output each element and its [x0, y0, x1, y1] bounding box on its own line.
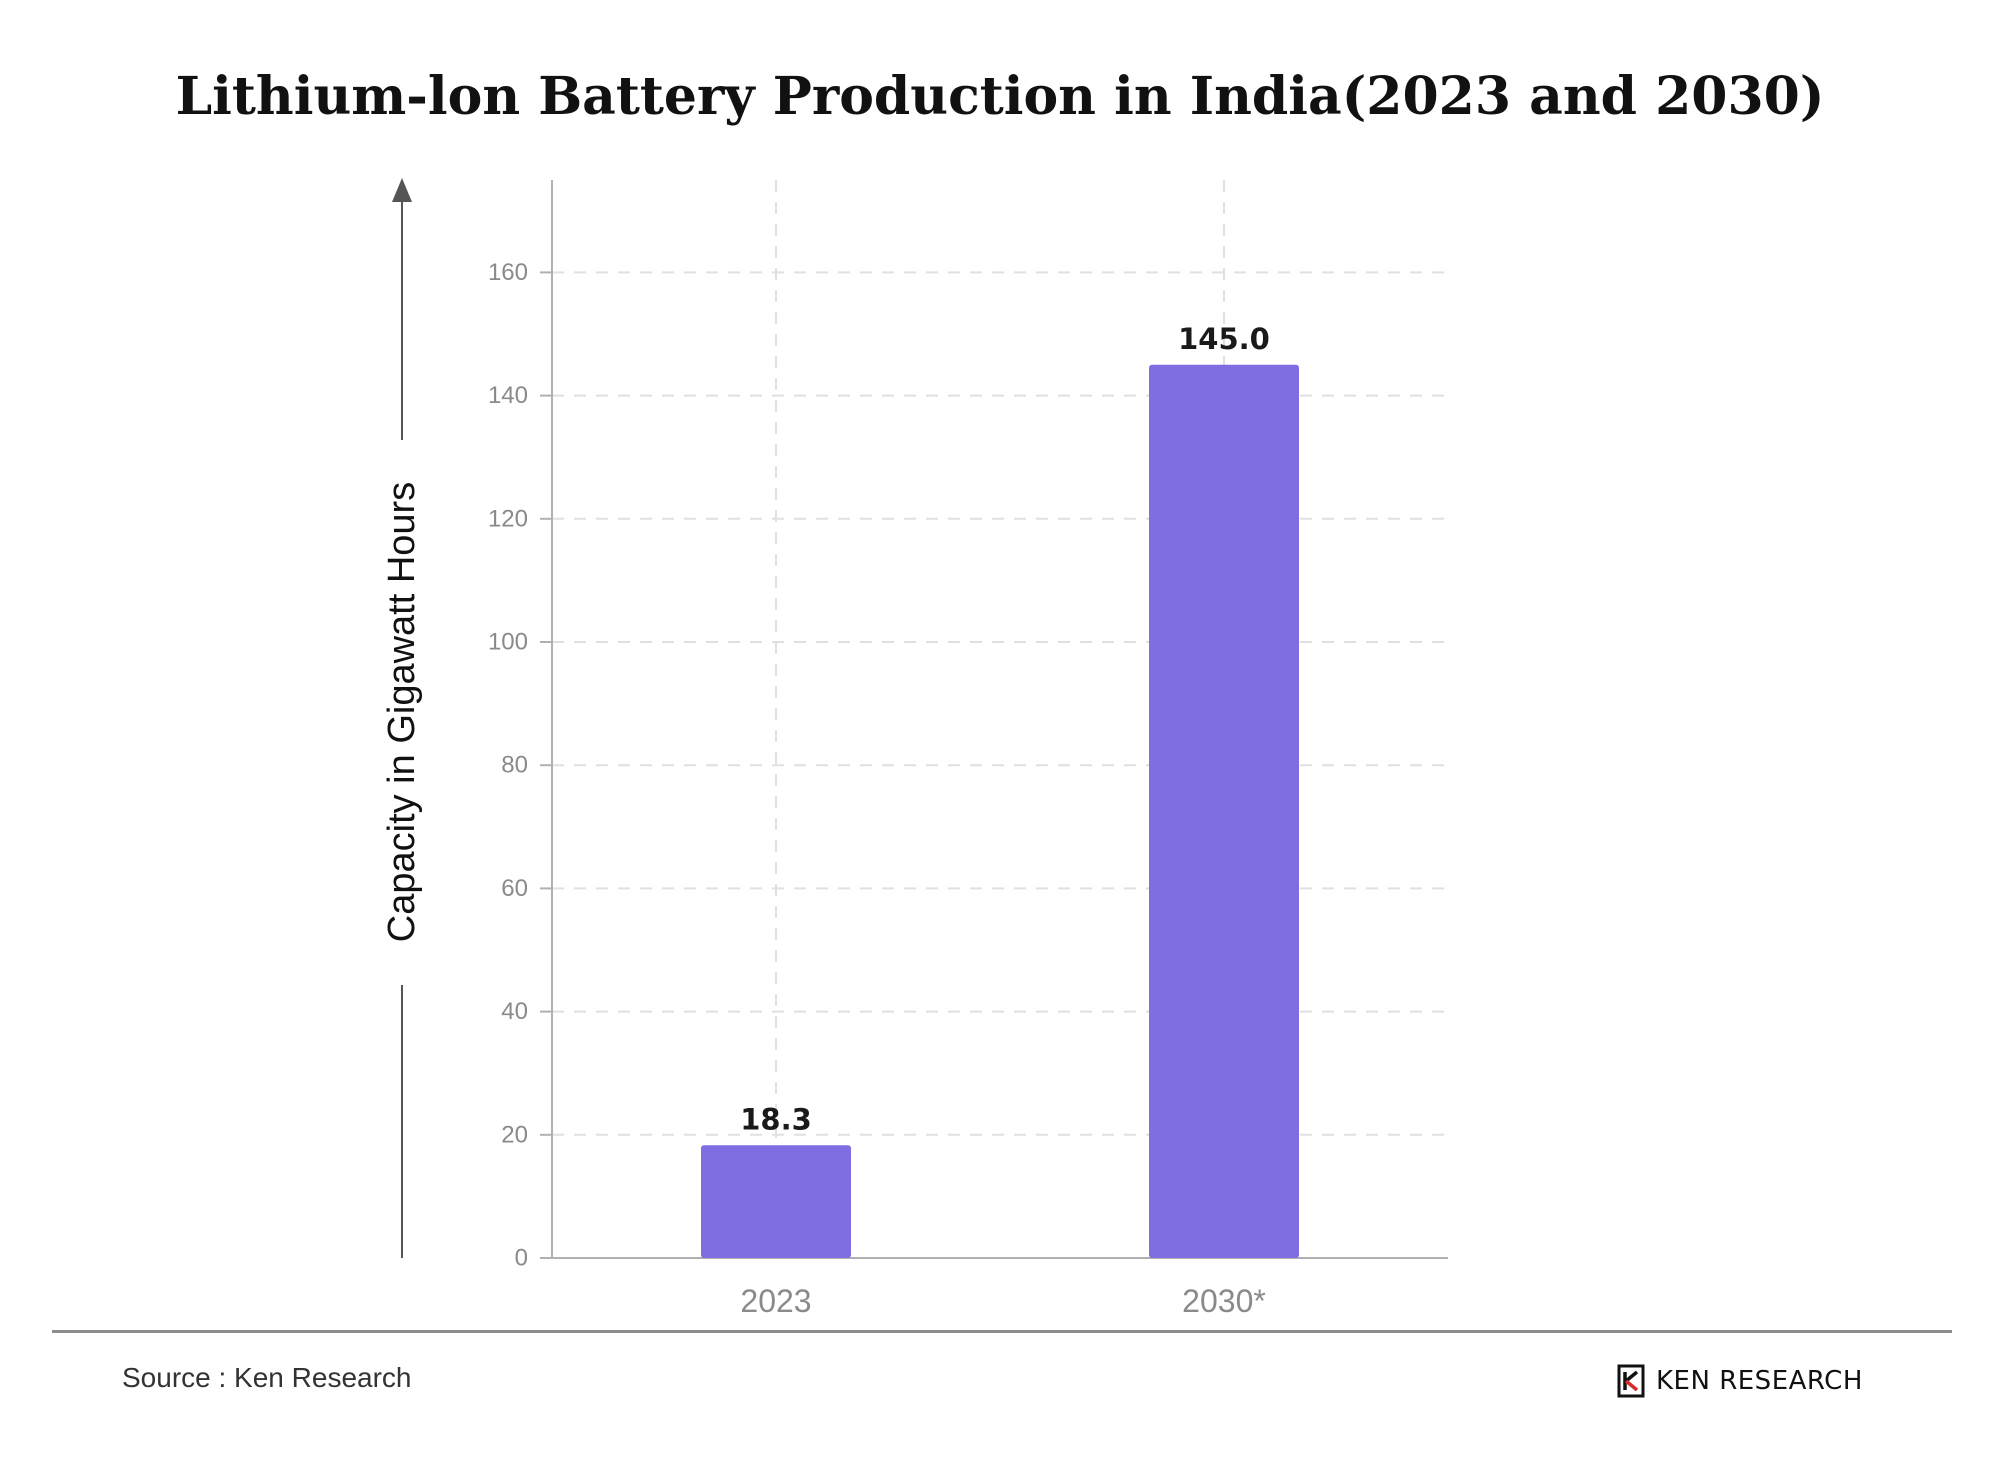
bars: [701, 364, 1299, 1258]
y-tick-label: 40: [501, 998, 528, 1025]
data-label: 18.3: [740, 1102, 812, 1136]
y-tick-label: 0: [515, 1245, 528, 1272]
axes: [540, 180, 1448, 1259]
grid-lines: [552, 180, 1448, 1258]
brand: KEN RESEARCH: [1616, 1364, 1863, 1398]
y-tick-label: 80: [501, 752, 528, 779]
chart-title: Lithium-lon Battery Production in India(…: [175, 66, 1825, 127]
y-tick-label: 140: [488, 382, 528, 409]
bar: [1149, 364, 1299, 1258]
bar: [701, 1145, 851, 1258]
source-note: Source : Ken Research: [122, 1362, 412, 1393]
ken-research-logo-icon: [1617, 1364, 1645, 1398]
footer-divider: [52, 1330, 1952, 1333]
x-category-label: 2030*: [1182, 1283, 1266, 1319]
y-tick-label: 20: [501, 1121, 528, 1148]
x-category-label: 2023: [740, 1283, 811, 1319]
y-tick-label: 100: [488, 629, 528, 656]
y-tick-label: 120: [488, 505, 528, 532]
data-label: 145.0: [1178, 322, 1270, 356]
y-axis-label-group: Capacity in Gigawatt Hours: [381, 178, 423, 1258]
y-tick-label: 60: [501, 875, 528, 902]
y-tick-label: 160: [488, 259, 528, 286]
y-axis-label: Capacity in Gigawatt Hours: [381, 482, 423, 942]
labels: 0 20 40 60 80 100 120 140 160 18.3 2023 145.0 2030*: [488, 259, 1270, 1319]
brand-name: KEN RESEARCH: [1656, 1366, 1863, 1396]
y-axis-arrow-head: [392, 178, 412, 202]
